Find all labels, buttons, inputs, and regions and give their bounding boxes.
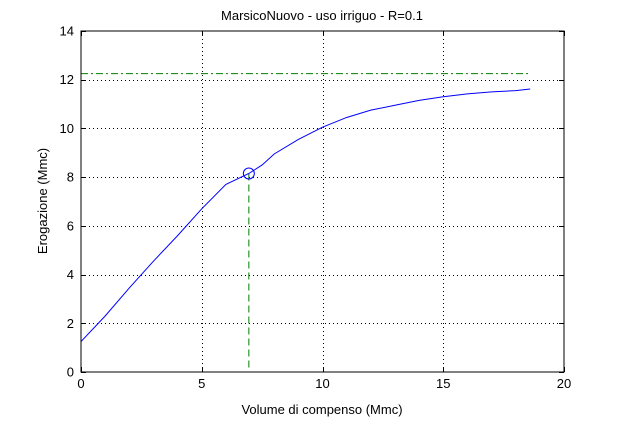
x-tick-label: 20 xyxy=(557,376,571,391)
plot-area xyxy=(81,31,564,372)
series-line xyxy=(80,88,531,342)
y-tick-label: 0 xyxy=(67,365,74,380)
axes-frame xyxy=(80,30,565,373)
grid xyxy=(81,31,564,372)
y-tick-label: 2 xyxy=(67,316,74,331)
x-tick-label: 15 xyxy=(436,376,450,391)
x-tick-label: 0 xyxy=(77,376,84,391)
data-layer xyxy=(80,73,531,372)
x-tick-label: 5 xyxy=(198,376,205,391)
y-axis-label: Erogazione (Mmc) xyxy=(35,148,50,254)
y-tick-label: 6 xyxy=(67,218,74,233)
marker-point xyxy=(242,167,255,180)
y-tick-label: 12 xyxy=(60,72,74,87)
y-tick-label: 8 xyxy=(67,170,74,185)
y-tick-label: 10 xyxy=(60,121,74,136)
ticks: 0 5 10 15 20 0 2 4 6 8 10 12 14 xyxy=(60,24,572,392)
chart-title: MarsicoNuovo - uso irriguo - R=0.1 xyxy=(221,8,423,23)
x-axis-label: Volume di compenso (Mmc) xyxy=(241,402,402,417)
x-tick-label: 10 xyxy=(315,376,329,391)
y-tick-label: 4 xyxy=(67,267,74,282)
y-tick-label: 14 xyxy=(60,24,74,39)
